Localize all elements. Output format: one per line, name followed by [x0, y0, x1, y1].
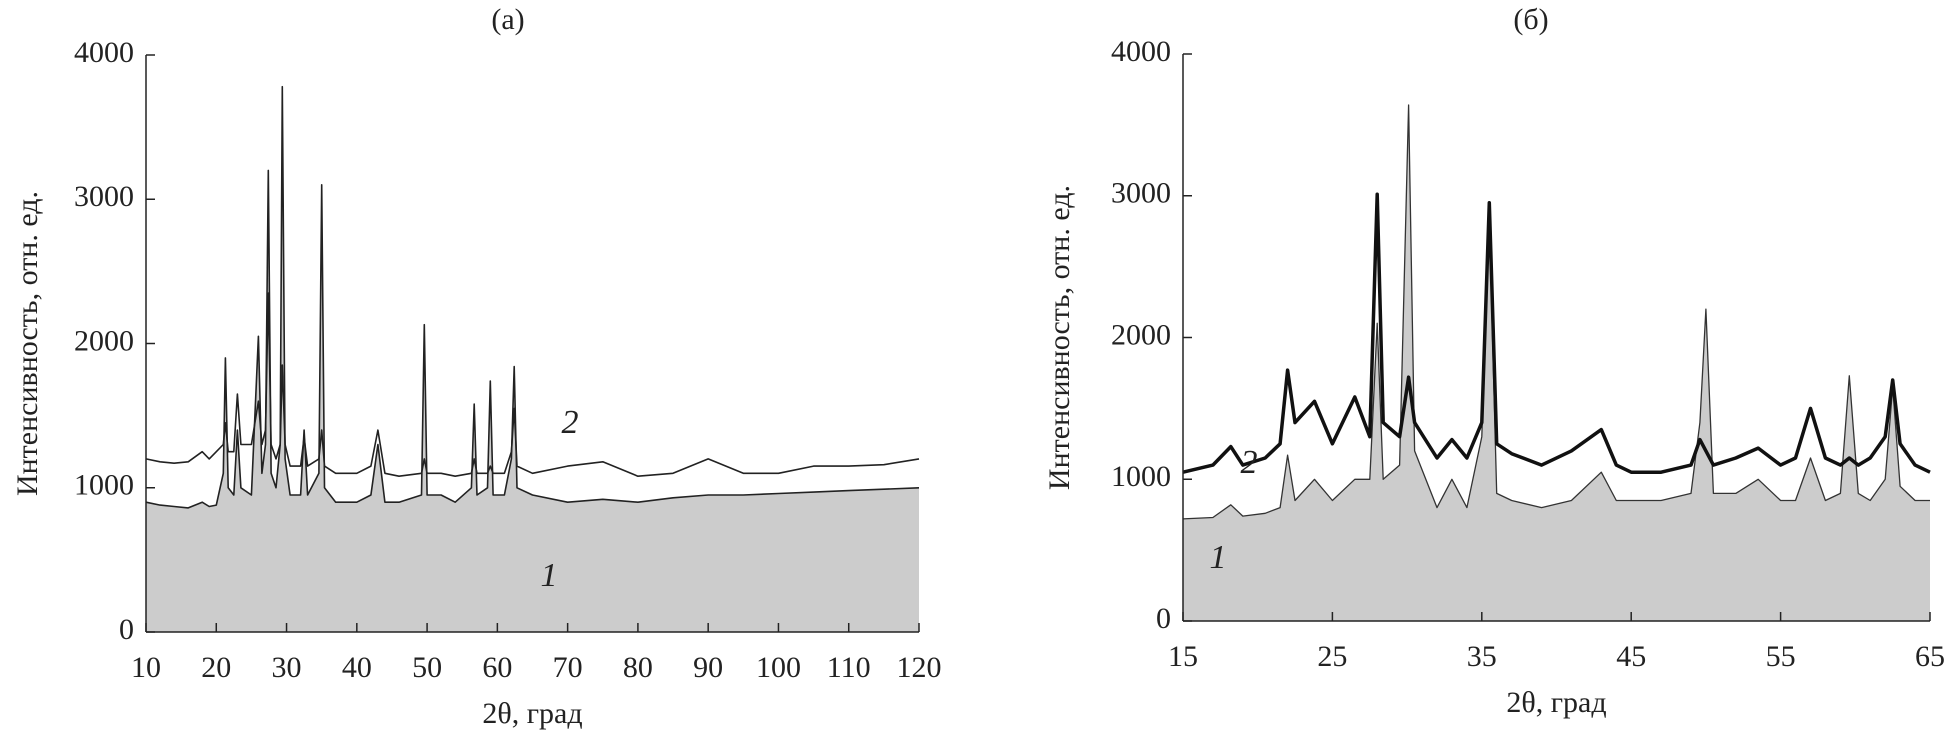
x-tick-label: 15	[1168, 640, 1198, 673]
y-tick-label: 3000	[1111, 177, 1171, 210]
x-tick-label: 30	[272, 651, 302, 684]
y-tick-label: 2000	[74, 324, 134, 357]
x-tick-label: 25	[1317, 640, 1347, 673]
x-tick-label: 10	[131, 651, 161, 684]
x-tick-label: 90	[693, 651, 723, 684]
series-label: 1	[541, 557, 558, 594]
x-tick-label: 70	[553, 651, 583, 684]
series-line	[1182, 192, 1931, 474]
y-tick-label: 3000	[74, 180, 134, 213]
series-label: 2	[1241, 444, 1258, 481]
x-tick-label: 80	[623, 651, 653, 684]
y-tick-label: 2000	[1111, 318, 1171, 351]
chart-title: (а)	[491, 3, 524, 36]
y-axis-title: Интенсивность, отн. ед.	[11, 191, 44, 496]
y-tick-label: 4000	[1111, 35, 1171, 68]
x-tick-label: 100	[756, 651, 801, 684]
x-tick-label: 50	[412, 651, 442, 684]
x-tick-label: 45	[1616, 640, 1646, 673]
x-tick-label: 35	[1467, 640, 1497, 673]
x-tick-label: 65	[1915, 640, 1945, 673]
y-tick-label: 0	[119, 613, 134, 646]
y-axis-title: Интенсивность, отн. ед.	[1043, 185, 1076, 490]
x-axis-title: 2θ, град	[482, 697, 582, 730]
x-tick-label: 40	[342, 651, 372, 684]
area-fill	[1183, 105, 1930, 621]
y-tick-label: 4000	[74, 36, 134, 69]
y-tick-label: 1000	[74, 469, 134, 502]
area-fill	[146, 86, 919, 632]
x-tick-label: 110	[827, 651, 871, 684]
x-tick-label: 60	[482, 651, 512, 684]
series-label: 1	[1210, 539, 1227, 576]
series-label: 2	[562, 404, 579, 441]
series-line	[145, 85, 920, 509]
chart-title: (б)	[1513, 3, 1548, 36]
x-axis-title: 2θ, град	[1506, 686, 1606, 719]
series-line	[1182, 104, 1930, 520]
x-tick-label: 55	[1766, 640, 1796, 673]
x-tick-label: 20	[201, 651, 231, 684]
x-tick-label: 120	[897, 651, 942, 684]
y-tick-label: 0	[1156, 602, 1171, 635]
series-line	[145, 292, 920, 477]
y-tick-label: 1000	[1111, 460, 1171, 493]
